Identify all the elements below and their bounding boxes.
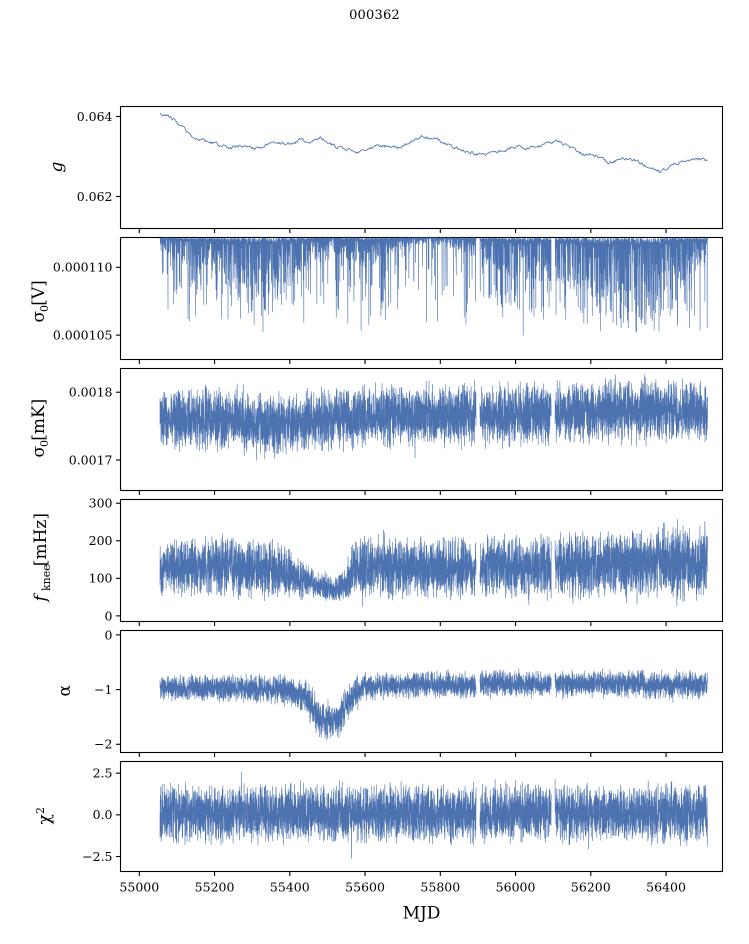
y-axis-label-unit: [mHz]	[31, 513, 51, 566]
y-axis-label-unit: [V]	[29, 280, 49, 306]
y-tick-label: −1	[94, 682, 112, 697]
y-axis-label: χ2	[34, 807, 55, 825]
y-tick-label: 2.5	[93, 766, 113, 781]
y-tick-label: 0.0018	[69, 385, 113, 400]
data-line	[159, 237, 477, 333]
y-axis-label-sub: 0	[38, 305, 51, 312]
x-tick-label: 55800	[420, 880, 460, 895]
panel-1: 0.064 0.062 g	[47, 105, 724, 233]
y-axis-label-sup: 2	[34, 807, 47, 814]
y-axis-label-main: χ	[35, 814, 55, 824]
x-tick-label: 55000	[119, 880, 159, 895]
y-axis-label: σ0 [mK]	[29, 399, 51, 458]
panel-frame	[119, 367, 724, 492]
x-tick-label: 55600	[345, 880, 385, 895]
y-tick-label: −2.5	[82, 849, 112, 864]
y-tick-label: 100	[89, 571, 113, 586]
panel-frame	[119, 760, 724, 873]
y-axis-label-main: α	[55, 685, 75, 697]
figure-title: 000362	[349, 8, 400, 23]
data-line	[159, 771, 477, 859]
y-tick-label: 0.000110	[53, 260, 113, 275]
y-tick-label: 300	[89, 496, 113, 511]
y-tick-label: 0	[105, 608, 113, 623]
y-axis-label-main: σ	[29, 311, 49, 323]
panel-5: 0 −1 −2 α	[55, 627, 724, 757]
y-axis-label: α	[55, 685, 75, 697]
y-axis-label: g	[47, 162, 67, 173]
panel-frame	[119, 629, 724, 754]
data-line	[554, 519, 708, 607]
data-line	[479, 533, 552, 605]
y-tick-label: −2	[94, 737, 112, 752]
data-line	[554, 668, 708, 703]
y-axis-label-sub: knee	[40, 564, 53, 591]
panel-6: 2.5 0.0 −2.5 χ2 55000 55200 55400 55600 55800 560…	[34, 760, 724, 924]
data-line	[159, 113, 708, 174]
y-tick-label: 0.000105	[53, 328, 113, 343]
y-axis-label: σ0 [V]	[29, 280, 51, 322]
y-tick-label: 0	[105, 627, 113, 642]
panel-4: 300 200 100 0 f knee [mHz]	[31, 496, 724, 626]
data-line	[554, 779, 708, 850]
y-tick-label: 0.062	[77, 189, 113, 204]
data-line	[159, 669, 477, 741]
x-tick-label: 55400	[270, 880, 310, 895]
x-axis-label: MJD	[403, 904, 441, 924]
y-axis-label: f knee [mHz]	[31, 513, 53, 603]
y-axis-label-main: g	[47, 162, 67, 173]
x-tick-label: 56000	[496, 880, 536, 895]
data-line	[554, 374, 708, 447]
y-tick-label: 0.064	[77, 109, 113, 124]
y-axis-label-sub: 0	[38, 440, 51, 447]
y-axis-label-unit: [mK]	[29, 399, 49, 441]
data-line	[554, 237, 708, 333]
panel-frame	[119, 105, 724, 230]
data-line	[479, 237, 552, 336]
panel-frame	[119, 498, 724, 623]
y-axis-label-main: σ	[29, 446, 49, 458]
x-tick-label: 55200	[195, 880, 235, 895]
x-tick-label: 56400	[646, 880, 686, 895]
y-axis-label-main: f	[31, 593, 51, 604]
data-line	[159, 380, 477, 461]
data-line	[159, 529, 477, 607]
panel-3: 0.0018 0.0017 σ0 [mK]	[29, 367, 724, 495]
y-tick-label: 0.0	[93, 807, 113, 822]
data-line	[479, 380, 552, 450]
y-tick-label: 200	[89, 533, 113, 548]
data-line	[479, 668, 552, 700]
x-tick-label: 56200	[571, 880, 611, 895]
y-tick-label: 0.0017	[69, 452, 113, 467]
data-line	[479, 778, 552, 845]
